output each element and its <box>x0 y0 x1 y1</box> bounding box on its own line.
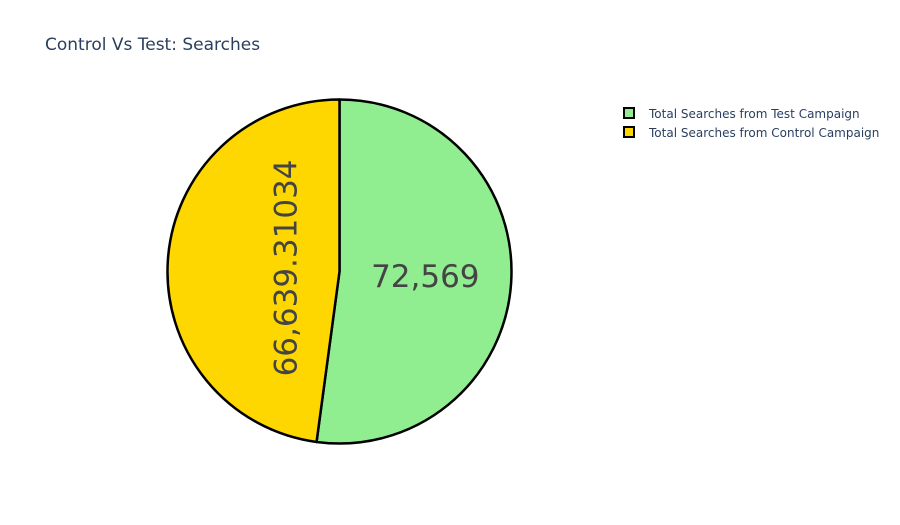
slice-label-1: 66,639.31034 <box>268 159 304 376</box>
pie-slice-0[interactable] <box>315 98 513 445</box>
legend-swatch-control <box>623 126 635 138</box>
legend-swatch-test <box>623 107 635 119</box>
slice-label-0: 72,569 <box>371 259 479 295</box>
legend-label-control: Total Searches from Control Campaign <box>648 126 879 140</box>
slice-labels: 72,569 66,639.31034 <box>268 159 479 376</box>
pie-slice-1[interactable] <box>166 98 341 444</box>
legend-item-control[interactable]: Total Searches from Control Campaign <box>623 126 879 140</box>
pie-slices <box>166 98 513 445</box>
legend: Total Searches from Test Campaign Total … <box>623 107 879 140</box>
legend-item-test[interactable]: Total Searches from Test Campaign <box>623 107 860 121</box>
chart-title: Control Vs Test: Searches <box>45 35 260 55</box>
legend-label-test: Total Searches from Test Campaign <box>648 107 860 121</box>
